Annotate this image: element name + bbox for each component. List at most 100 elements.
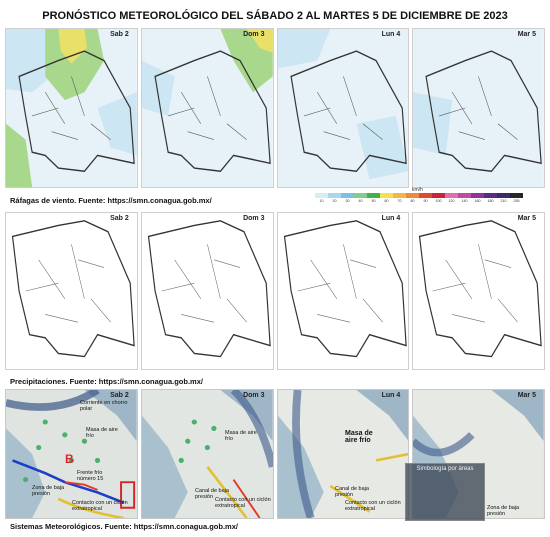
colorbar-tick: 40 [358, 199, 363, 203]
colorbar-chip [445, 193, 458, 198]
day-label-sys-dom: Dom 3 [243, 392, 265, 399]
colorbar-chip [432, 193, 445, 198]
systems-panel-lun: Lun 4 [276, 389, 410, 519]
sab-cold-air-text: Masa de aire frío [86, 427, 118, 439]
colorbar-chip [393, 193, 406, 198]
wind-panel-sab: Sab 2 [5, 28, 138, 188]
colorbar-tick: 180 [487, 199, 494, 203]
colorbar-chip [497, 193, 510, 198]
colorbar-step: 180 [484, 193, 497, 203]
precip-map-sab [6, 213, 137, 369]
colorbar-tick: 70 [397, 199, 402, 203]
colorbar-tick: 140 [461, 199, 468, 203]
day-label-mar: Mar 5 [517, 31, 536, 38]
precip-map-dom [141, 213, 273, 369]
wind-map-lun [277, 29, 409, 187]
precip-panel-mar: Mar 5 [412, 212, 545, 370]
colorbar-tick: 120 [448, 199, 455, 203]
caption-precipitaciones: Precipitaciones. Fuente: https://smn.con… [10, 377, 203, 386]
colorbar-chip [315, 193, 328, 198]
systems-panel-sab: Sab 2 [5, 389, 138, 519]
sab-low-text: Zona de baja presión [32, 485, 65, 497]
wind-panel-mar: Mar 5 [412, 28, 545, 188]
lun-cold-air-text: Masa de aire frío [345, 430, 373, 444]
colorbar-chip [510, 193, 523, 198]
colorbar-tick: 90 [423, 199, 428, 203]
day-label-lun: Lun 4 [381, 31, 401, 38]
mar-low-text: Zona de baja presión [487, 505, 520, 517]
legend-title: Simbología por áreas [416, 466, 474, 472]
colorbar-step: 80 [406, 193, 419, 203]
colorbar-chip [406, 193, 419, 198]
systems-legend: Simbología por áreas [405, 463, 485, 521]
colorbar-step: 160 [471, 193, 484, 203]
colorbar-step: 255 [510, 193, 523, 203]
day-label-sab: Sab 2 [110, 31, 129, 38]
colorbar-step: 40 [354, 193, 367, 203]
caption-sistemas: Sistemas Meteorológicos. Fuente: https:/… [10, 522, 238, 531]
colorbar-chip [380, 193, 393, 198]
colorbar-chip [484, 193, 497, 198]
day-label-sys-mar: Mar 5 [517, 392, 536, 399]
precipitation-row: Sab 2 Dom 3 Lun 4 Mar 5 [5, 212, 545, 370]
colorbar-tick: 80 [410, 199, 415, 203]
systems-map-sab [6, 390, 137, 518]
lun-low-text: Canal de baja presión [335, 486, 369, 498]
page-title: PRONÓSTICO METEOROLÓGICO DEL SÁBADO 2 AL… [42, 10, 508, 22]
colorbar-tick: 10 [319, 199, 324, 203]
day-label-precip-lun: Lun 4 [381, 215, 401, 222]
day-label-precip-mar: Mar 5 [517, 215, 536, 222]
caption-rafagas: Ráfagas de viento. Fuente: https://smn.c… [10, 196, 212, 205]
colorbar-tick: 255 [513, 199, 520, 203]
day-label-sys-sab: Sab 2 [110, 392, 129, 399]
colorbar-tick: 100 [435, 199, 442, 203]
wind-map-dom [141, 29, 273, 187]
dom-contact-text: Contacto con un ciclón extratropical [215, 497, 271, 509]
precip-panel-sab: Sab 2 [5, 212, 138, 370]
precip-panel-dom: Dom 3 [140, 212, 274, 370]
systems-panel-dom: Dom 3 [140, 389, 274, 519]
colorbar-tick: 20 [332, 199, 337, 203]
colorbar-step: 50 [367, 193, 380, 203]
precip-map-mar [413, 213, 544, 369]
colorbar-chip [354, 193, 367, 198]
colorbar-chip [419, 193, 432, 198]
day-label-sys-lun: Lun 4 [381, 392, 401, 399]
colorbar-step: 20 [328, 193, 341, 203]
colorbar-chip [471, 193, 484, 198]
colorbar-tick: 210 [500, 199, 507, 203]
precip-map-lun [277, 213, 409, 369]
wind-panel-lun: Lun 4 [276, 28, 410, 188]
wind-gusts-row: Sab 2 Dom 3 Lun 4 Mar 5 [5, 28, 545, 188]
colorbar-step: 140 [458, 193, 471, 203]
colorbar-chip [341, 193, 354, 198]
colorbar-tick: 60 [384, 199, 389, 203]
colorbar-chip [458, 193, 471, 198]
systems-map-dom [141, 390, 273, 518]
day-label-dom: Dom 3 [243, 31, 265, 38]
sab-front-text: Frente frío número 15 [77, 470, 104, 482]
colorbar-step: 10 [315, 193, 328, 203]
colorbar-title: km/h [412, 187, 423, 193]
wind-map-sab [6, 29, 137, 187]
precip-panel-lun: Lun 4 [276, 212, 410, 370]
colorbar-tick: 160 [474, 199, 481, 203]
wind-panel-dom: Dom 3 [140, 28, 274, 188]
colorbar-step: 90 [419, 193, 432, 203]
lun-contact-text: Contacto con un ciclón extratropical [345, 500, 401, 512]
day-label-precip-sab: Sab 2 [110, 215, 129, 222]
colorbar-step: 30 [341, 193, 354, 203]
dom-low-text: Canal de baja presión [195, 488, 229, 500]
wind-colorbar: 10 20 30 40 50 60 70 80 90 100 120 140 160 180 210 255 [315, 193, 523, 203]
colorbar-tick: 30 [345, 199, 350, 203]
colorbar-chip [367, 193, 380, 198]
sab-jet-text: Corriente en chorro polar [80, 400, 128, 412]
dom-cold-air-text: Masa de aire frío [225, 430, 257, 442]
colorbar-step: 70 [393, 193, 406, 203]
wind-map-mar [413, 29, 544, 187]
sab-contact-text: Contacto con un ciclón extratropical [72, 500, 128, 512]
sab-high-label: B [65, 452, 74, 466]
day-label-precip-dom: Dom 3 [243, 215, 265, 222]
colorbar-step: 210 [497, 193, 510, 203]
colorbar-step: 60 [380, 193, 393, 203]
